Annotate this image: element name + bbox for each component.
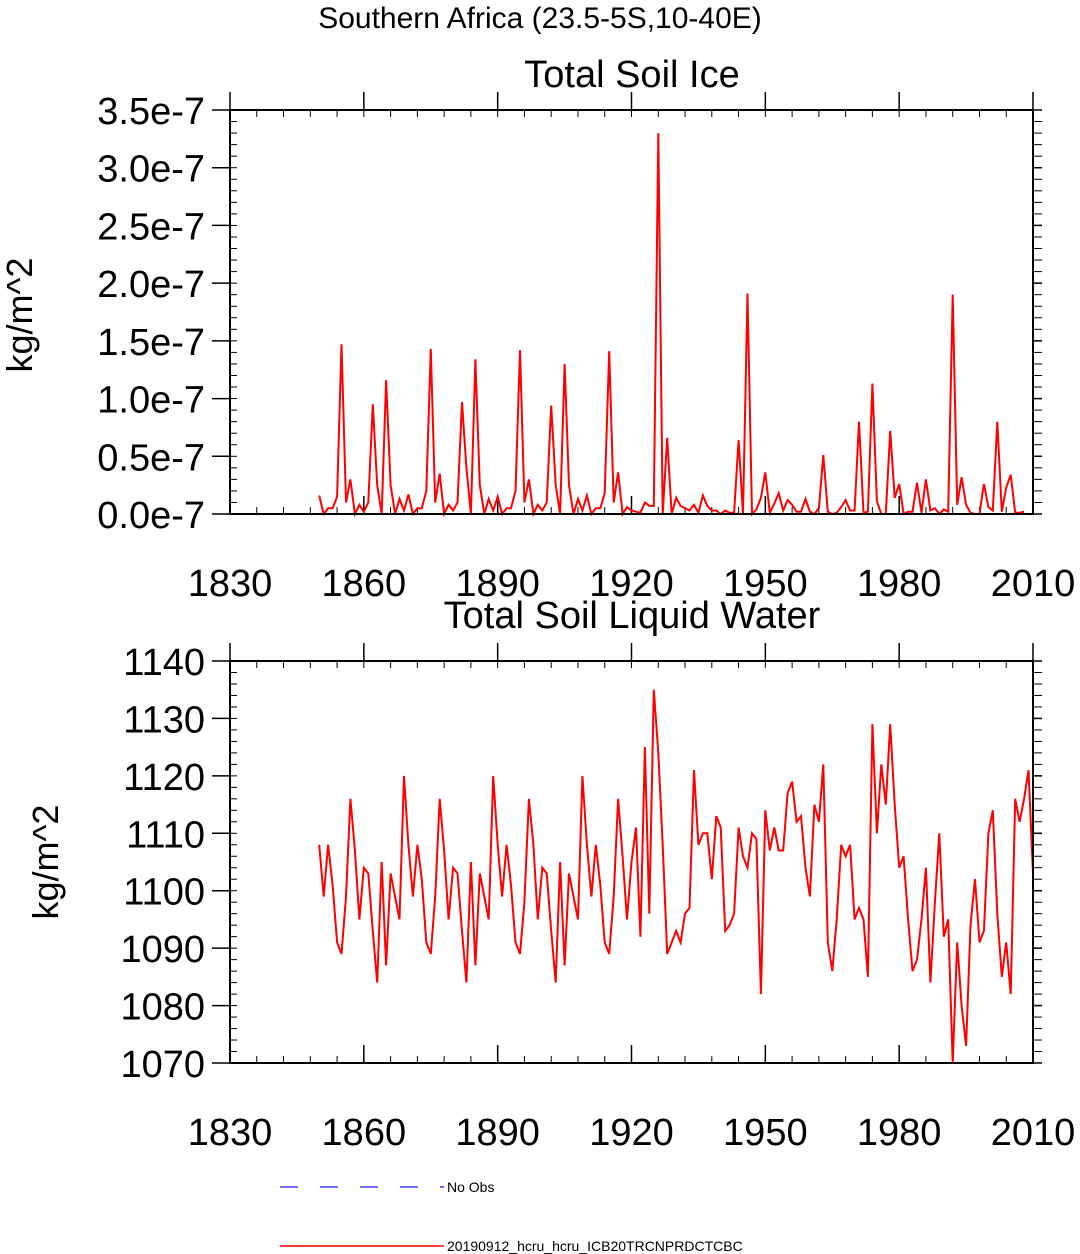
y-tick-label: 3.5e-7 [97, 91, 205, 133]
x-tick-label: 1920 [589, 563, 674, 605]
axis-ticks [212, 643, 1042, 1064]
series-line [318, 133, 1025, 518]
y-tick-label: 1070 [120, 1044, 205, 1086]
x-tick-label: 1890 [455, 1112, 540, 1154]
y-tick-label: 1130 [123, 699, 205, 741]
x-tick-label: 1830 [188, 1112, 273, 1154]
legend-label-model: 20190912_hcru_hcru_ICB20TRCNPRDCTCBC [447, 1238, 743, 1254]
y-tick-label: 1100 [123, 872, 205, 914]
panel-title: Total Soil Liquid Water [444, 595, 821, 637]
x-tick-label: 1950 [723, 1112, 808, 1154]
panel-title: Total Soil Ice [524, 54, 739, 96]
y-tick-label: 1.0e-7 [97, 380, 205, 422]
x-tick-label: 1860 [322, 563, 407, 605]
axis-ticks [212, 92, 1042, 515]
y-tick-label: 0.0e-7 [97, 495, 205, 537]
y-axis-label: kg/m^2 [25, 805, 66, 920]
legend: No Obs 20190912_hcru_hcru_ICB20TRCNPRDCT… [280, 1179, 743, 1254]
series-line [318, 689, 1034, 1064]
x-tick-label: 1890 [455, 563, 540, 605]
x-tick-label: 2010 [991, 1112, 1076, 1154]
x-tick-labels: 1830 1860 1890 1920 1950 1980 2010 [188, 563, 1076, 605]
y-tick-label: 1090 [120, 929, 205, 971]
y-tick-label: 0.5e-7 [97, 437, 205, 479]
x-tick-label: 2010 [991, 563, 1076, 605]
y-tick-label: 1080 [120, 987, 205, 1029]
x-tick-labels: 1830 1860 1890 1920 1950 1980 2010 [188, 1112, 1076, 1154]
y-tick-label: 2.0e-7 [97, 264, 205, 306]
y-tick-label: 2.5e-7 [97, 206, 205, 248]
x-tick-label: 1860 [322, 1112, 407, 1154]
y-tick-label: 3.0e-7 [97, 149, 205, 191]
plot-frame [229, 109, 1034, 515]
y-tick-labels: 0.0e-7 0.5e-7 1.0e-7 1.5e-7 2.0e-7 2.5e-7 3.0e… [97, 91, 205, 537]
x-tick-label: 1830 [188, 563, 273, 605]
x-tick-label: 1950 [723, 563, 808, 605]
x-tick-label: 1980 [857, 1112, 942, 1154]
y-tick-labels: 1070 1080 1090 1100 1110 1120 1130 1140 [120, 642, 205, 1086]
plot-lines [318, 689, 1034, 1064]
y-tick-label: 1110 [126, 814, 205, 856]
panel-total-soil-ice: Total Soil Ice kg/m^2 1830 1860 1890 1920 19… [0, 54, 1075, 605]
x-tick-label: 1920 [589, 1112, 674, 1154]
y-tick-label: 1120 [123, 757, 205, 799]
panel-total-soil-liquid-water: Total Soil Liquid Water kg/m^2 1830 1860 1… [25, 595, 1075, 1154]
legend-label-no-obs: No Obs [447, 1179, 494, 1195]
y-axis-label: kg/m^2 [0, 258, 40, 373]
plot-frame [229, 660, 1034, 1064]
y-tick-label: 1.5e-7 [97, 322, 205, 364]
y-tick-label: 1140 [123, 642, 205, 684]
x-tick-label: 1980 [857, 563, 942, 605]
figure-title: Southern Africa (23.5-5S,10-40E) [318, 2, 762, 35]
plot-lines [318, 133, 1025, 518]
